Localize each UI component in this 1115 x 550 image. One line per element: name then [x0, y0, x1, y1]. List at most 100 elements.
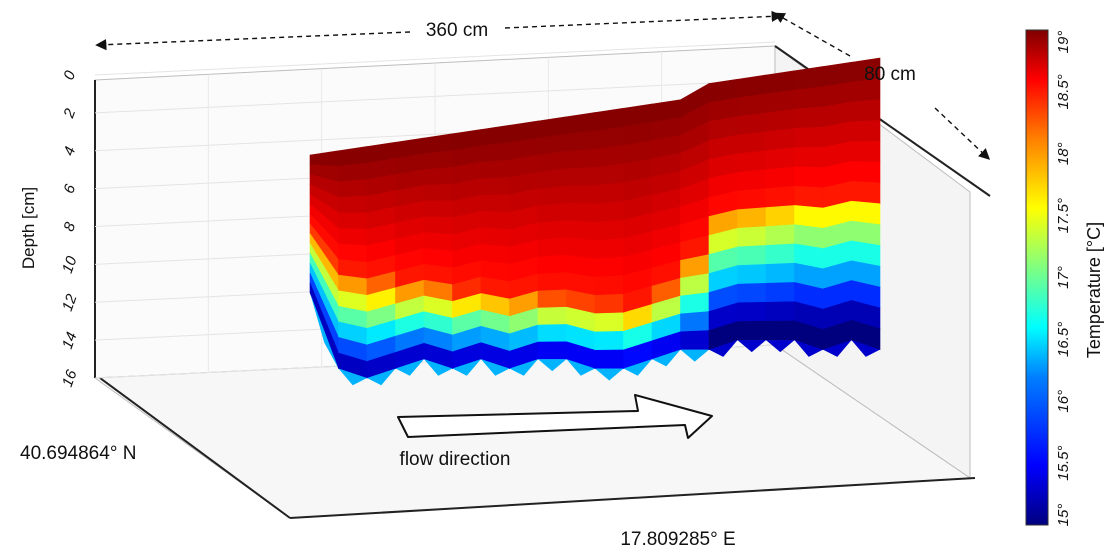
colorbar-tick-label: 17°: [1055, 266, 1072, 289]
surface-cell: [851, 120, 881, 142]
surface-cell: [737, 188, 767, 211]
surface-cell: [765, 320, 795, 341]
surface-spike: [481, 359, 510, 376]
colorbar-tick-label: 16.5°: [1055, 322, 1072, 357]
surface-cell: [765, 89, 795, 114]
surface-cell: [765, 262, 795, 284]
surface-cell: [737, 131, 767, 155]
surface-cell: [423, 166, 453, 186]
surface-spike: [595, 368, 624, 381]
surface-cell: [737, 169, 767, 192]
surface-cell: [537, 289, 567, 309]
surface-cell: [537, 324, 567, 343]
surface-cell: [765, 205, 795, 227]
surface-cell: [480, 227, 510, 248]
width-dimension-arrow-bottom: [934, 107, 991, 160]
surface-cell: [737, 226, 767, 248]
surface-cell: [765, 147, 795, 171]
depth-tick-label: 4: [60, 144, 79, 158]
surface-cell: [794, 205, 824, 229]
depth-tick-label: 16: [59, 367, 81, 389]
depth-tick-label: 12: [59, 291, 81, 313]
surface-cell: [537, 306, 567, 326]
surface-spike: [452, 359, 481, 376]
surface-cell: [338, 212, 368, 230]
surface-cell: [737, 264, 767, 285]
surface-cell: [765, 224, 795, 246]
surface-cell: [566, 130, 596, 152]
surface-cell: [737, 245, 767, 266]
depth-ticks: 0 2 4 6 8 10 12 14 16: [59, 68, 81, 389]
surface-spike: [680, 349, 709, 362]
surface-cell: [794, 66, 824, 91]
surface-cell: [737, 112, 767, 136]
surface-cell: [851, 99, 881, 123]
surface-cell: [537, 254, 567, 275]
surface-cell: [794, 166, 824, 189]
surface-spike: [823, 340, 852, 357]
surface-cell: [537, 341, 567, 360]
surface-cell: [765, 108, 795, 133]
surface-spike: [395, 359, 424, 376]
colorbar-tick-label: 18.5°: [1055, 74, 1072, 109]
surface-cell: [851, 200, 881, 225]
surface-cell: [537, 202, 567, 224]
surface-spike: [794, 340, 823, 357]
colorbar-label: Temperature [°C]: [1084, 222, 1104, 358]
surface-cell: [537, 272, 567, 292]
surface-cell: [851, 161, 881, 184]
colorbar-tick-label: 19°: [1055, 31, 1072, 54]
surface-spike: [766, 340, 795, 353]
colorbar: [1025, 29, 1049, 526]
surface-cell: [480, 159, 510, 180]
flow-arrow: [397, 394, 713, 439]
width-dimension-arrow-top: [773, 12, 851, 57]
surface-cell: [566, 185, 596, 205]
surface-spike: [652, 349, 681, 367]
surface-cell: [737, 150, 767, 173]
surface-cell: [594, 163, 624, 186]
surface-cell: [338, 162, 368, 183]
width-dimension-label: 80 cm: [864, 64, 916, 85]
surface-cell: [594, 349, 624, 369]
surface-spike: [338, 368, 367, 386]
surface-cell: [566, 148, 596, 169]
longitude-label: 17.809285° E: [620, 529, 735, 550]
gridline: [94, 41, 776, 76]
frame-edge-front-bottom: [289, 477, 976, 519]
surface-cell: [594, 145, 624, 168]
surface-cell: [594, 275, 624, 296]
flow-direction-label: flow direction: [400, 449, 511, 470]
colorbar-tick-label: 15.5°: [1055, 446, 1072, 481]
surface-cell: [594, 219, 624, 241]
colorbar-ticks: 15° 15.5° 16° 16.5° 17° 17.5° 18° 18.5° 19°: [1055, 31, 1072, 527]
surface-cell: [765, 282, 795, 303]
surface-cell: [594, 312, 624, 333]
surface-cell: [851, 181, 881, 205]
surface-cell: [594, 256, 624, 278]
surface-cell: [737, 301, 767, 322]
surface-spike: [623, 359, 652, 376]
surface-spike: [367, 368, 396, 386]
surface-spike: [538, 359, 567, 372]
depth-tick-label: 6: [60, 182, 79, 196]
surface-cell: [794, 106, 824, 129]
surface-cell: [566, 202, 596, 223]
surface-cell: [765, 301, 795, 322]
length-dimension-arrow-right: [504, 10, 783, 29]
surface-cell: [423, 200, 453, 218]
surface-spike: [310, 292, 339, 369]
surface-cell: [338, 228, 368, 247]
surface-cell: [737, 207, 767, 229]
surface-cell: [680, 311, 710, 333]
depth-tick-label: 8: [60, 220, 79, 234]
surface-spike: [424, 359, 453, 376]
surface-cell: [480, 142, 510, 163]
surface-cell: [680, 292, 710, 315]
surface-cell: [537, 237, 567, 258]
temperature-surface: [309, 57, 881, 386]
surface-cell: [594, 182, 624, 205]
surface-cell: [794, 147, 824, 168]
surface-cell: [851, 141, 881, 163]
depth-tick-label: 10: [59, 253, 81, 275]
